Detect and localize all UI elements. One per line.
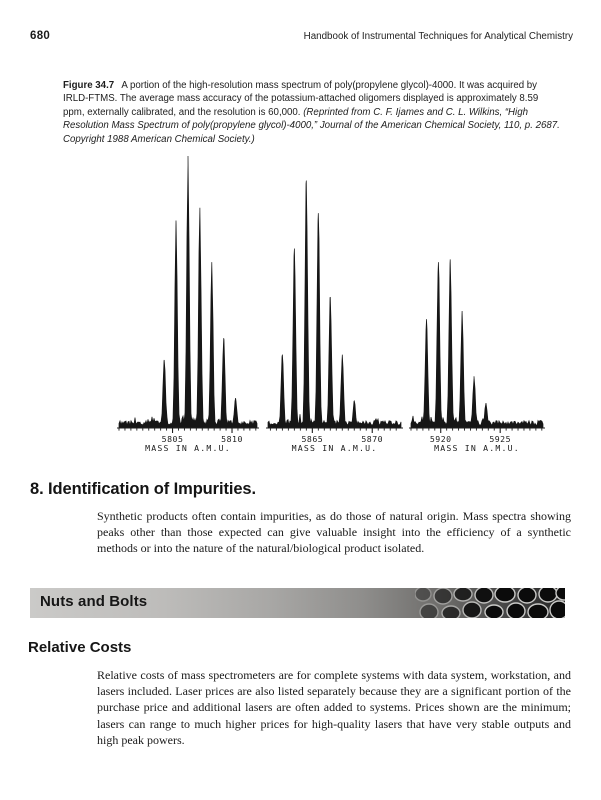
spectrum-trace xyxy=(118,155,258,429)
molecule-bubbles-decoration xyxy=(415,588,565,618)
x-axis-title: MASS IN A.M.U. xyxy=(292,443,378,453)
impurities-paragraph: Synthetic products often contain impurit… xyxy=(97,509,571,556)
x-tick-label: 5920 xyxy=(430,434,452,444)
running-header-title: Handbook of Instrumental Techniques for … xyxy=(303,31,573,42)
spectrum-trace xyxy=(267,180,402,429)
subsection-heading-relative-costs: Relative Costs xyxy=(28,639,132,656)
x-tick-label: 5810 xyxy=(221,434,243,444)
x-tick-label: 5925 xyxy=(489,434,511,444)
x-tick-label: 5865 xyxy=(301,434,323,444)
figure-label: Figure 34.7 xyxy=(63,80,115,91)
running-header: 680 Handbook of Instrumental Techniques … xyxy=(30,30,573,46)
figure-source-citation: (Reprinted from C. F. Ijames and C. L. W… xyxy=(63,106,560,145)
relative-costs-paragraph: Relative costs of mass spectrometers are… xyxy=(97,668,571,747)
section-heading-impurities: 8. Identification of Impurities. xyxy=(30,480,256,498)
spectrum-trace xyxy=(410,259,544,429)
figure-caption: Figure 34.7 A portion of the high-resolu… xyxy=(63,79,562,146)
x-tick-label: 5805 xyxy=(162,434,184,444)
nuts-and-bolts-banner: Nuts and Bolts xyxy=(30,588,565,618)
figure-caption-text: A portion of the high-resolution mass sp… xyxy=(63,80,539,118)
banner-label: Nuts and Bolts xyxy=(40,593,148,610)
x-tick-label: 5870 xyxy=(361,434,383,444)
page-number: 680 xyxy=(30,30,51,42)
x-axis-title: MASS IN A.M.U. xyxy=(434,443,520,453)
x-axis-title: MASS IN A.M.U. xyxy=(145,443,231,453)
